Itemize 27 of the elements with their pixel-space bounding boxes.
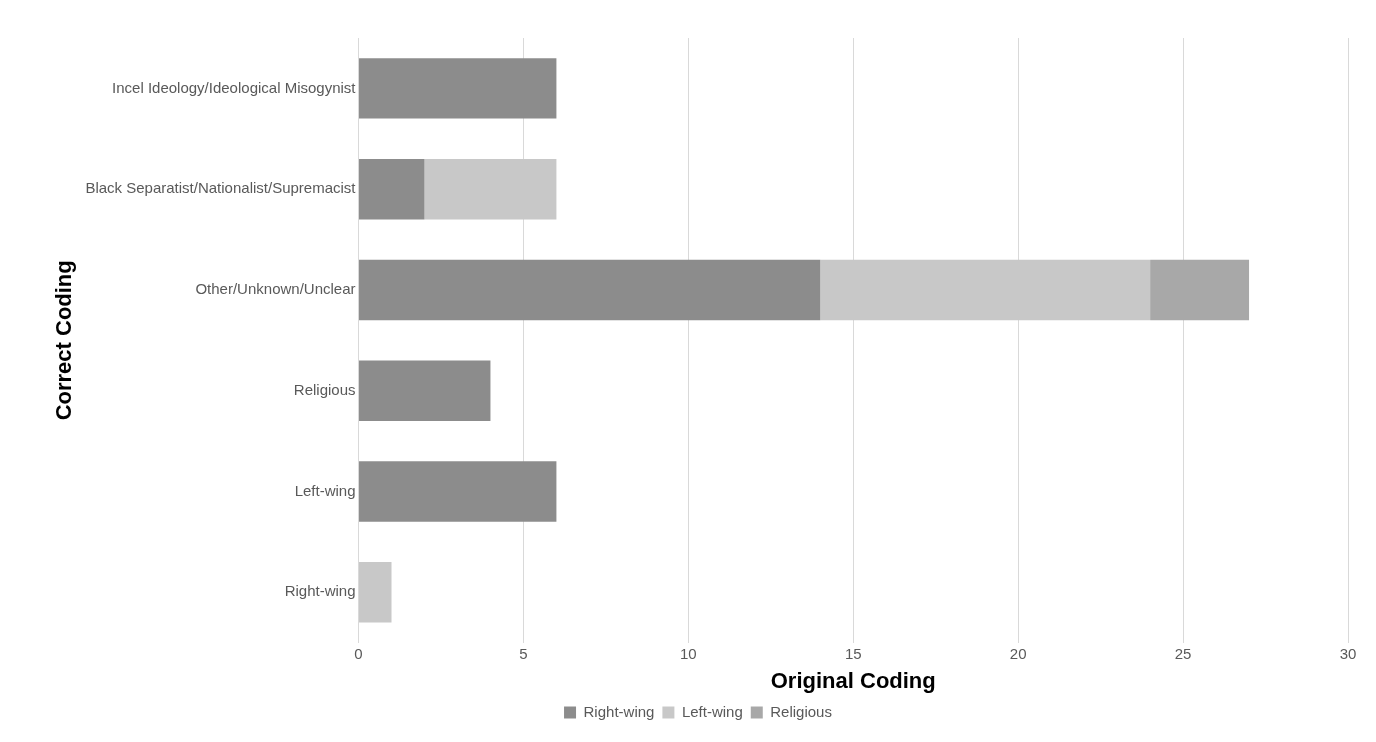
x-tick-label: 5 <box>519 644 528 662</box>
x-axis-title: Original Coding <box>770 667 936 693</box>
bar <box>359 461 557 522</box>
x-tick-label: 15 <box>844 644 862 662</box>
bar <box>1150 259 1250 321</box>
bar <box>359 561 392 623</box>
legend-label: Right-wing <box>583 702 655 720</box>
bar <box>359 58 557 119</box>
legend-label: Religious <box>770 702 832 720</box>
y-tick-label: Other/Unknown/Unclear <box>195 280 356 298</box>
x-tick-label: 10 <box>680 644 697 662</box>
y-tick-label: Incel Ideology/Ideological Misogynist <box>112 78 357 96</box>
x-tick-label: 25 <box>1174 644 1192 662</box>
bar <box>359 259 821 321</box>
x-tick-label: 30 <box>1339 644 1357 662</box>
y-tick-label: Religious <box>293 380 356 398</box>
bar <box>424 158 557 220</box>
bar <box>359 158 425 220</box>
legend-label: Left-wing <box>681 702 743 720</box>
bar <box>359 360 491 421</box>
y-axis-title: Correct Coding <box>51 260 77 421</box>
bar <box>820 259 1151 321</box>
x-tick-label: 20 <box>1009 644 1027 662</box>
y-tick-label: Right-wing <box>284 582 356 600</box>
y-tick-label: Black Separatist/Nationalist/Supremacist <box>85 179 357 197</box>
y-tick-label: Left-wing <box>294 481 356 499</box>
x-tick-label: 0 <box>354 644 363 662</box>
